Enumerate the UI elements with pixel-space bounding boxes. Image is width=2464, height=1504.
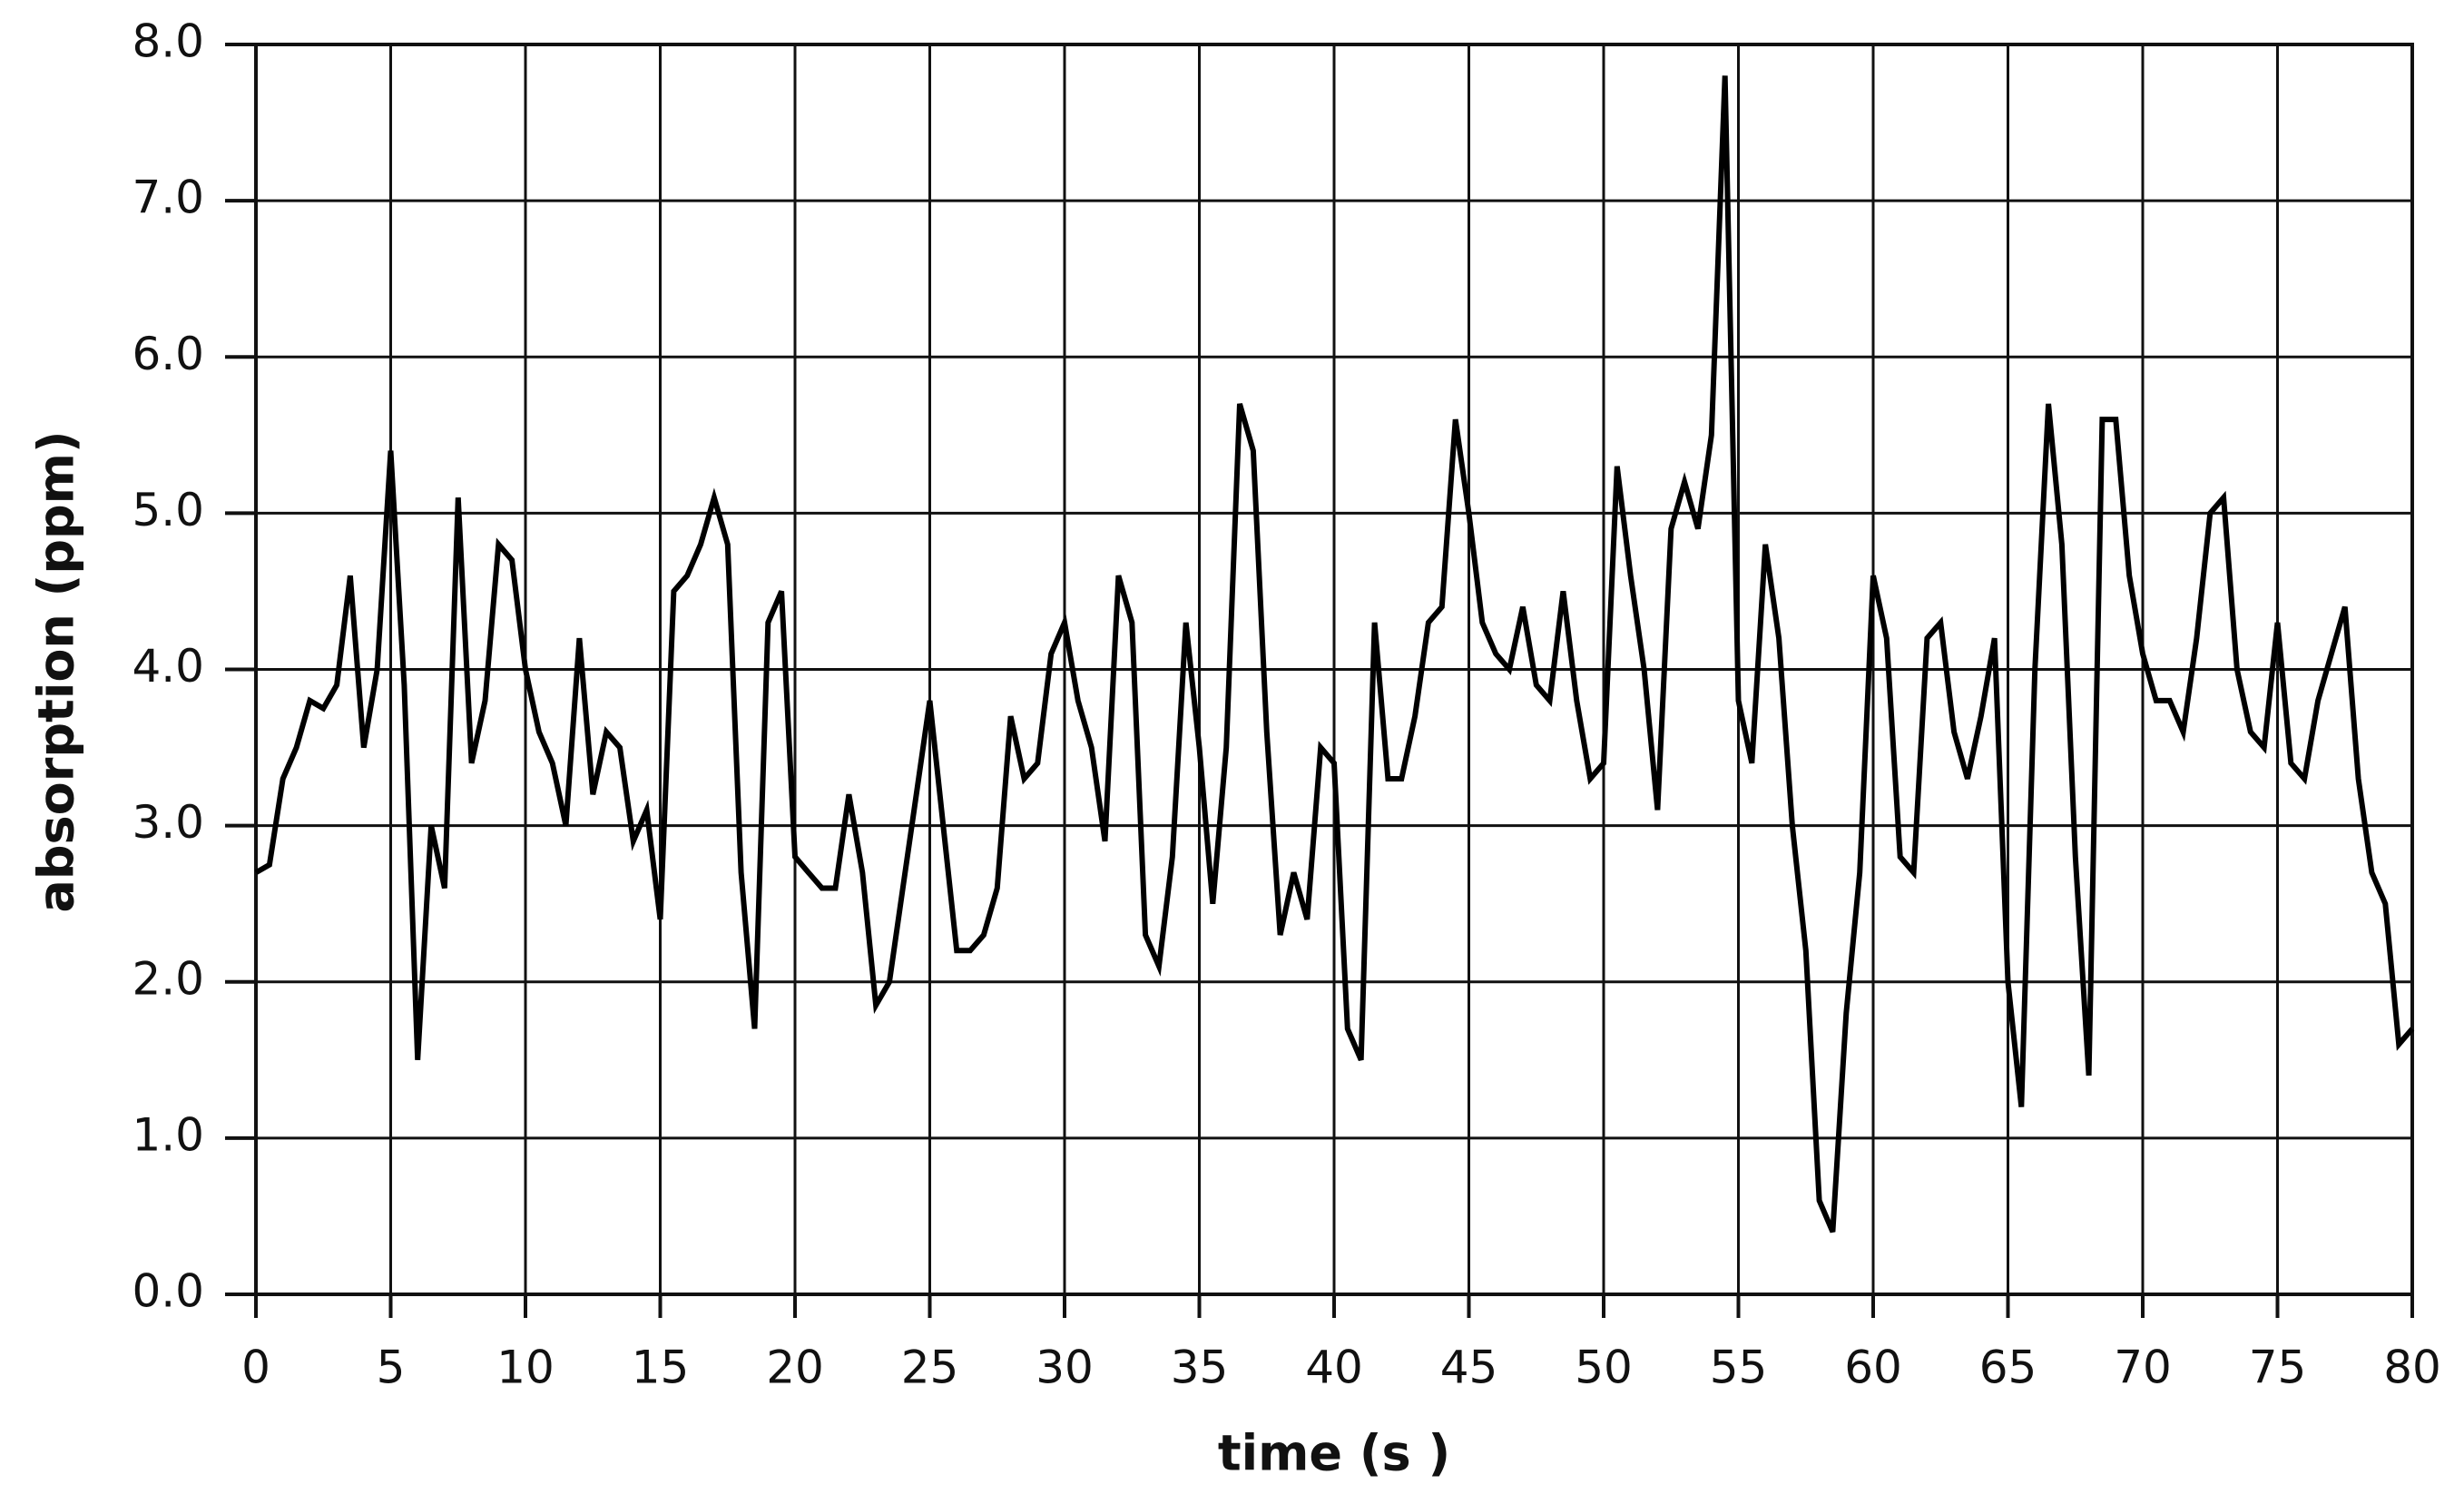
x-tick-label: 70 xyxy=(2114,1342,2172,1394)
x-tick-label: 5 xyxy=(377,1342,406,1394)
y-tick-label: 0.0 xyxy=(132,1265,204,1318)
x-tick-label: 20 xyxy=(766,1342,824,1394)
x-tick-label: 60 xyxy=(1844,1342,1902,1394)
y-tick-label: 4.0 xyxy=(132,640,204,693)
x-tick-label: 25 xyxy=(901,1342,959,1394)
y-tick-label: 7.0 xyxy=(132,172,204,224)
y-tick-label: 6.0 xyxy=(132,328,204,380)
y-axis-label: absorption (ppm) xyxy=(28,430,85,912)
x-tick-label: 40 xyxy=(1305,1342,1363,1394)
y-tick-label: 3.0 xyxy=(132,796,204,849)
y-tick-label: 2.0 xyxy=(132,952,204,1005)
y-tick-label: 1.0 xyxy=(132,1108,204,1161)
x-tick-label: 65 xyxy=(1979,1342,2037,1394)
y-tick-label: 5.0 xyxy=(132,484,204,536)
x-tick-label: 15 xyxy=(632,1342,690,1394)
data-line xyxy=(254,75,2415,1234)
x-tick-label: 0 xyxy=(241,1342,270,1394)
x-tick-label: 10 xyxy=(496,1342,555,1394)
x-tick-label: 55 xyxy=(1710,1342,1768,1394)
x-tick-label: 75 xyxy=(2249,1342,2307,1394)
x-tick-label: 35 xyxy=(1171,1342,1229,1394)
x-tick-label: 80 xyxy=(2383,1342,2441,1394)
x-tick-label: 30 xyxy=(1036,1342,1094,1394)
x-axis-label: time (s ) xyxy=(1218,1425,1450,1482)
x-tick-label: 45 xyxy=(1440,1342,1498,1394)
x-tick-label: 50 xyxy=(1575,1342,1633,1394)
plot-frame xyxy=(254,43,2414,1296)
y-tick-label: 8.0 xyxy=(132,15,204,68)
